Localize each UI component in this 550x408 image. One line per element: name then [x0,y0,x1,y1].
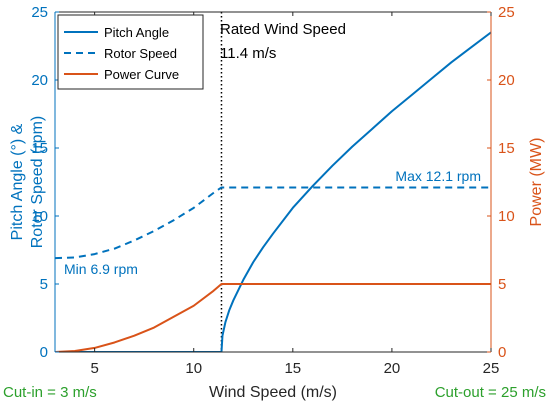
rated-wind-speed-title: Rated Wind Speed [220,21,346,38]
series-layer [55,31,491,352]
y-left-tick-label: 0 [40,344,48,361]
x-tick-label: 5 [90,360,98,377]
x-tick-label: 10 [185,360,202,377]
annotations: Rated Wind Speed 11.4 m/s Max 12.1 rpm Min … [3,21,546,401]
y-right-tick-label: 15 [498,140,515,157]
y-left-tick-label: 25 [31,4,48,21]
y-left-tick-label: 10 [31,208,48,225]
y-right-tick-label: 5 [498,276,506,293]
x-axis-title: Wind Speed (m/s) [209,384,337,401]
rated-wind-speed-value: 11.4 m/s [220,45,276,62]
y-right-axis-title: Power (MW) [528,138,545,227]
cut-in-label: Cut-in = 3 m/s [3,384,97,401]
y-right-tick-label: 0 [498,344,506,361]
x-tick-label: 20 [384,360,401,377]
x-tick-label: 15 [284,360,301,377]
y-left-axis-title-line2: Rotor Speed (rpm) [29,116,46,249]
y-left-tick-label: 20 [31,72,48,89]
series-line-power-curve [55,283,491,352]
x-tick-label: 25 [483,360,500,377]
legend-entry: Power Curve [104,67,179,82]
y-right-tick-label: 25 [498,4,515,21]
legend-entry: Rotor Speed [104,46,177,61]
cut-out-label: Cut-out = 25 m/s [435,384,546,401]
y-left-tick-label: 15 [31,140,48,157]
y-right-tick-label: 10 [498,208,515,225]
max-rotor-speed-label: Max 12.1 rpm [395,168,481,184]
y-left-tick-label: 5 [40,276,48,293]
y-right-tick-label: 20 [498,72,515,89]
legend: Pitch Angle Rotor Speed Power Curve [57,14,204,90]
series-line-pitch-angle [55,31,491,352]
legend-entry: Pitch Angle [104,25,169,40]
y-left-axis-title-line1: Pitch Angle (°) & [9,123,26,240]
min-rotor-speed-label: Min 6.9 rpm [64,261,138,277]
